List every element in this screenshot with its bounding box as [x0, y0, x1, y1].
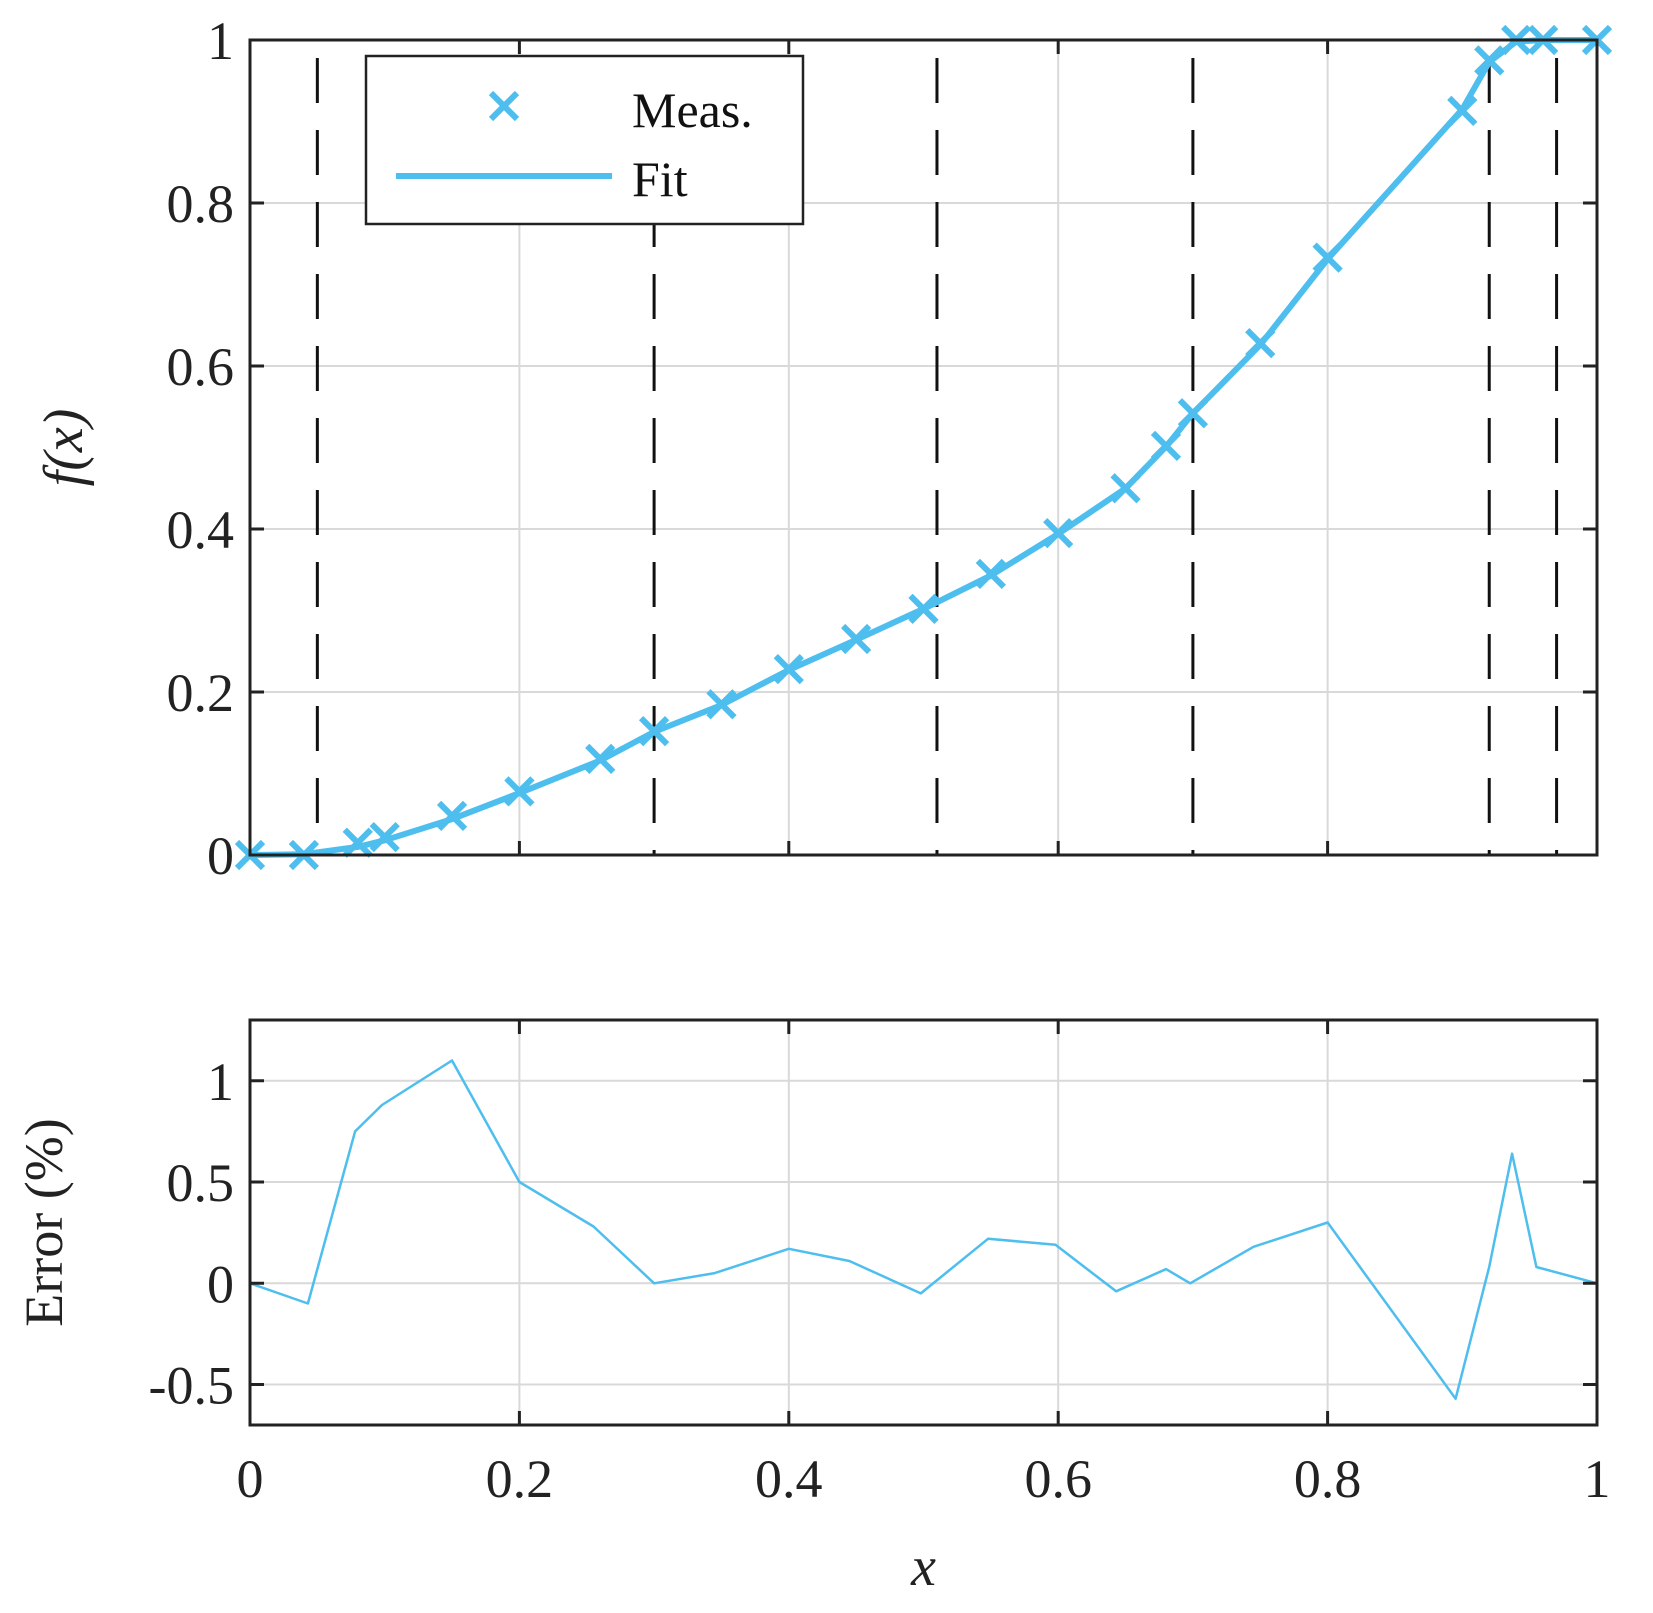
meas-marker-9	[773, 654, 804, 685]
error-xtick-label-5: 1	[1584, 1449, 1611, 1509]
meas-marker-4-stroke-b	[436, 800, 468, 832]
fx-plot-panel: 0 0.2 0.4 0.6 0.8 1 f(x) Meas. Fit	[33, 11, 1613, 886]
error-xtick-label-1: 0.2	[486, 1449, 554, 1509]
legend-label-meas: Meas.	[632, 82, 753, 138]
meas-marker-12	[975, 558, 1006, 589]
meas-marker-3-stroke-b	[369, 821, 400, 853]
fit-line	[249, 37, 1597, 858]
error-ytick-label-3: 1	[207, 1052, 234, 1112]
fx-ytick-label-1: 0.2	[167, 663, 235, 723]
meas-marker-17-stroke-b	[1245, 328, 1276, 359]
fx-ytick-label-3: 0.6	[167, 337, 235, 397]
fx-ytick-label-2: 0.4	[167, 500, 235, 560]
meas-marker-11-stroke-b	[908, 593, 939, 624]
meas-marker-13	[1043, 517, 1074, 549]
fx-plot-y-axis-label: f(x)	[33, 409, 95, 487]
error-xtick-label-4: 0.8	[1294, 1449, 1362, 1509]
legend-entry-fit: Fit	[396, 151, 688, 207]
meas-marker-20-stroke-b	[1474, 45, 1505, 76]
error-line	[249, 1059, 1598, 1400]
fx-plot-y-tick-labels: 0 0.2 0.4 0.6 0.8 1	[167, 11, 235, 886]
meas-marker-6	[585, 743, 616, 774]
meas-marker-10-stroke-b	[841, 623, 872, 655]
meas-marker-20	[1474, 45, 1505, 76]
meas-marker-4	[436, 800, 468, 832]
meas-marker-17	[1245, 328, 1276, 359]
meas-marker-12-stroke-b	[975, 558, 1006, 589]
meas-marker-19-stroke-b	[1447, 95, 1478, 127]
meas-marker-5-stroke-b	[504, 776, 535, 807]
fit-series	[249, 37, 1597, 858]
legend: Meas. Fit	[364, 54, 805, 226]
meas-marker-2	[342, 827, 373, 858]
error-plot-x-axis-label: x	[910, 1536, 936, 1598]
meas-marker-19	[1447, 95, 1478, 127]
meas-marker-6-stroke-b	[585, 743, 616, 774]
error-plot-y-tick-labels: -0.5 0 0.5 1	[149, 1052, 234, 1416]
legend-label-fit: Fit	[632, 151, 688, 207]
error-ytick-label-0: -0.5	[149, 1356, 234, 1416]
error-ytick-label-2: 0.5	[167, 1153, 235, 1213]
error-series	[249, 1059, 1598, 1400]
error-plot-ticks	[248, 1020, 1599, 1425]
meas-marker-9-stroke-b	[773, 654, 804, 685]
error-plot-x-tick-labels: 0 0.2 0.4 0.6 0.8 1	[237, 1449, 1611, 1509]
meas-marker-8	[706, 689, 737, 720]
meas-marker-3	[369, 821, 400, 853]
error-xtick-label-3: 0.6	[1024, 1449, 1092, 1509]
meas-marker-14	[1110, 473, 1141, 504]
fx-ytick-label-5: 1	[207, 11, 234, 71]
meas-marker-15	[1150, 430, 1182, 461]
meas-marker-11	[908, 593, 939, 624]
error-plot-panel: -0.500.51 0 0.2 0.4 0.6 0.8 1 Error (%) x	[14, 1018, 1611, 1598]
fx-plot-ticks	[248, 38, 1599, 857]
meas-marker-15-stroke-b	[1150, 430, 1182, 461]
meas-marker-5	[504, 776, 535, 807]
fx-ytick-label-4: 0.8	[167, 174, 235, 234]
meas-marker-2-stroke-b	[342, 827, 373, 858]
error-plot-y-axis-label: Error (%)	[14, 1118, 74, 1326]
fx-plot-frame	[248, 38, 1599, 857]
error-plot-frame	[248, 1018, 1599, 1427]
error-ytick-label-1: 0	[207, 1254, 234, 1314]
legend-box	[364, 54, 805, 226]
meas-marker-16-stroke-b	[1177, 398, 1209, 429]
meas-marker-14-stroke-b	[1110, 473, 1141, 504]
segment-boundary-lines	[315, 40, 1559, 855]
legend-x-glyph-stroke-b	[488, 90, 520, 122]
error-xtick-label-2: 0.4	[755, 1449, 823, 1509]
meas-marker-7-stroke-b	[638, 715, 670, 747]
meas-marker-18	[1312, 242, 1343, 273]
meas-marker-16	[1177, 398, 1209, 429]
meas-marker-7	[638, 715, 670, 747]
meas-marker-10	[841, 623, 872, 655]
meas-marker-8-stroke-b	[706, 689, 737, 720]
fx-ytick-label-0: 0	[207, 826, 234, 886]
meas-marker-13-stroke-b	[1043, 517, 1074, 549]
legend-entry-meas: Meas.	[488, 82, 753, 138]
error-xtick-label-0: 0	[237, 1449, 264, 1509]
meas-marker-18-stroke-b	[1312, 242, 1343, 273]
x-marker-icon	[488, 90, 520, 122]
legend-x-glyph	[488, 90, 520, 122]
